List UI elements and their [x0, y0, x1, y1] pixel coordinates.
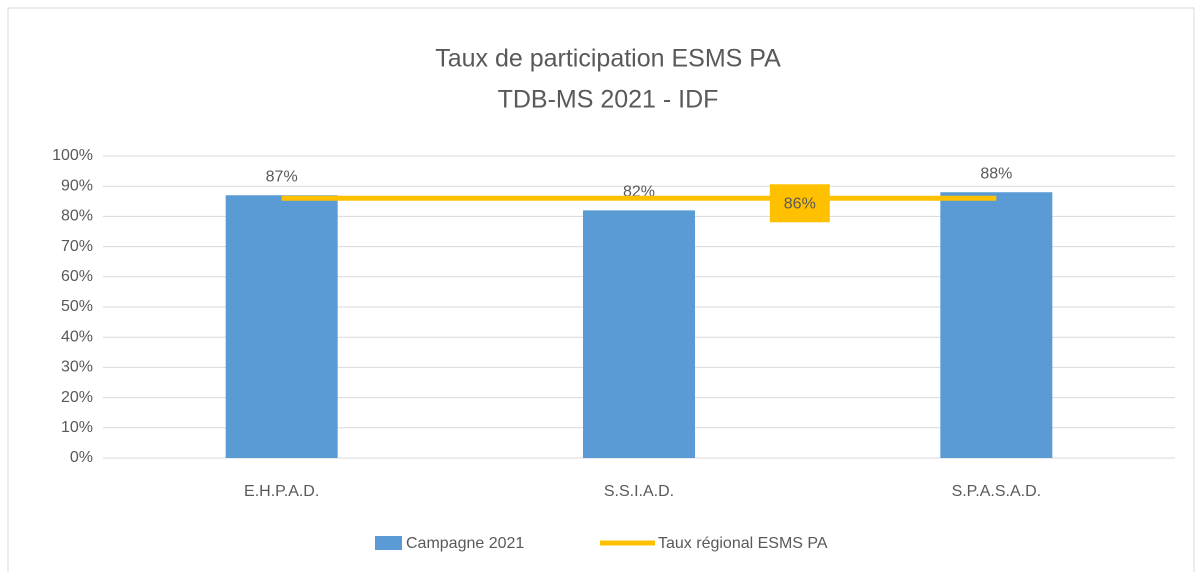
y-tick-label: 0% — [70, 449, 93, 466]
legend-swatch — [375, 536, 402, 550]
bar — [940, 192, 1053, 459]
y-tick-label: 80% — [61, 208, 93, 225]
y-tick-label: 40% — [61, 328, 93, 345]
chart-subtitle: TDB-MS 2021 - IDF — [498, 86, 719, 114]
y-tick-label: 90% — [61, 177, 93, 194]
y-tick-label: 60% — [61, 268, 93, 285]
y-tick-label: 50% — [61, 298, 93, 315]
bar — [583, 210, 695, 458]
x-tick-label: S.S.I.A.D. — [604, 483, 674, 500]
data-label: 87% — [266, 168, 298, 185]
data-label: 88% — [980, 165, 1012, 182]
bar — [225, 195, 338, 458]
y-tick-label: 70% — [61, 238, 93, 255]
reference-label: 86% — [784, 195, 816, 212]
y-tick-label: 10% — [61, 419, 93, 436]
legend-label: Taux régional ESMS PA — [658, 535, 828, 552]
reference-label-box — [769, 184, 830, 223]
legend-label: Campagne 2021 — [406, 535, 524, 552]
y-tick-label: 30% — [61, 359, 93, 376]
chart-title: Taux de participation ESMS PA — [435, 45, 781, 73]
x-tick-label: S.P.A.S.A.D. — [952, 483, 1042, 500]
x-tick-label: E.H.P.A.D. — [244, 483, 319, 500]
y-tick-label: 100% — [52, 147, 93, 164]
y-tick-label: 20% — [61, 389, 93, 406]
